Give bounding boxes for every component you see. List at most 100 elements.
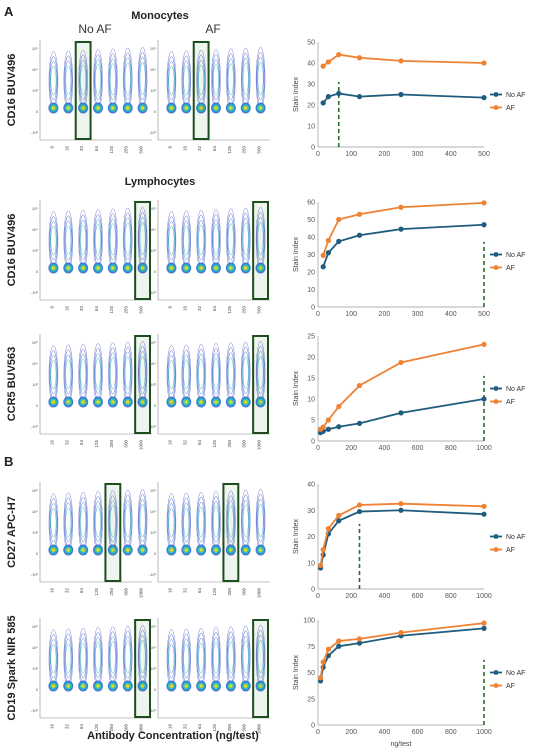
contour-line bbox=[213, 506, 219, 538]
contour-line bbox=[94, 501, 102, 543]
contour-line bbox=[50, 360, 57, 390]
contour-column bbox=[78, 49, 89, 114]
concentration-tick-label: 1000 bbox=[257, 588, 262, 599]
contour-line bbox=[168, 360, 175, 390]
data-point bbox=[481, 341, 487, 347]
chart-y-tick-label: 20 bbox=[307, 103, 315, 110]
contour-line bbox=[227, 641, 234, 674]
contour-line bbox=[213, 642, 219, 674]
population-core bbox=[66, 106, 71, 110]
concentration-tick-label: 125 bbox=[227, 306, 232, 314]
legend-marker bbox=[493, 386, 499, 391]
no-af-title: No AF bbox=[78, 22, 112, 36]
contour-line bbox=[124, 222, 131, 256]
contour-column bbox=[240, 489, 251, 556]
contour-line bbox=[65, 643, 72, 674]
contour-column bbox=[240, 47, 251, 114]
cytometry-panel-af: 10⁵ 10⁴ 10³ 0 -10³ 16 32 64 125 250 500 1000 bbox=[149, 334, 270, 450]
contour-line bbox=[124, 217, 132, 261]
cytometry-y-tick-label: 0 bbox=[36, 269, 39, 274]
chart-y-tick-label: 10 bbox=[307, 124, 315, 131]
contour-column bbox=[181, 50, 192, 114]
population-core bbox=[169, 266, 174, 270]
cytometry-y-tick-label: 0 bbox=[154, 269, 157, 274]
concentration-tick-label: 250 bbox=[242, 146, 247, 154]
cytometry-y-tick-label: -10³ bbox=[149, 130, 157, 135]
concentration-tick-label: 125 bbox=[109, 146, 114, 154]
population-core bbox=[243, 400, 248, 404]
cytometry-panel-af: 10⁵ 10⁴ 10³ 0 -10³ 16 32 64 125 250 500 1000 bbox=[149, 482, 270, 599]
legend-marker bbox=[493, 265, 499, 270]
concentration-tick-label: 500 bbox=[139, 146, 144, 154]
population-core bbox=[111, 106, 115, 110]
chart-y-tick-label: 50 bbox=[307, 217, 315, 224]
concentration-tick-label: 1000 bbox=[139, 724, 144, 735]
contour-column bbox=[122, 489, 133, 556]
population-core bbox=[169, 106, 174, 110]
concentration-tick-label: 8 bbox=[167, 306, 172, 309]
population-core bbox=[229, 684, 233, 688]
contour-line bbox=[94, 637, 102, 679]
chart-y-tick-label: 100 bbox=[303, 618, 315, 625]
population-core bbox=[229, 106, 233, 110]
contour-line bbox=[182, 502, 190, 543]
cytometry-y-tick-label: 10³ bbox=[150, 88, 156, 93]
data-point bbox=[356, 508, 363, 515]
data-point bbox=[398, 226, 404, 232]
concentration-tick-label: 500 bbox=[257, 306, 262, 314]
legend-label: No AF bbox=[506, 386, 525, 393]
cytometry-y-tick-label: 10⁴ bbox=[32, 509, 38, 514]
contour-line bbox=[95, 64, 101, 96]
contour-column bbox=[137, 46, 148, 114]
contour-line bbox=[109, 636, 117, 679]
contour-line bbox=[213, 64, 219, 96]
population-core bbox=[111, 266, 115, 270]
concentration-tick-label: 500 bbox=[139, 306, 144, 314]
contour-line bbox=[227, 223, 234, 256]
chart-y-tick-label: 15 bbox=[307, 376, 315, 383]
concentration-tick-label: 125 bbox=[94, 588, 99, 596]
chart-y-tick-label: 40 bbox=[307, 235, 315, 242]
cytometry-y-tick-label: 0 bbox=[36, 687, 39, 692]
contour-column bbox=[107, 490, 118, 556]
contour-line bbox=[168, 644, 175, 674]
concentration-tick-label: 32 bbox=[182, 588, 187, 594]
contour-line bbox=[227, 357, 234, 390]
population-core bbox=[66, 548, 71, 552]
contour-column bbox=[196, 491, 207, 556]
contour-line bbox=[139, 503, 146, 538]
concentration-tick-label: 64 bbox=[79, 588, 84, 594]
chart-y-tick-label: 50 bbox=[307, 670, 315, 677]
legend-marker bbox=[493, 399, 499, 404]
cytometry-y-tick-label: 0 bbox=[36, 403, 39, 408]
cytometry-panel-no-af: 10⁵ 10⁴ 10³ 0 -10³ 16 32 64 125 250 500 1000 bbox=[31, 618, 152, 735]
chart-y-tick-label: 20 bbox=[307, 534, 315, 541]
population-core bbox=[229, 548, 233, 552]
chart-y-tick-label: 20 bbox=[307, 355, 315, 362]
concentration-tick-label: 500 bbox=[242, 440, 247, 448]
concentration-tick-label: 16 bbox=[167, 588, 172, 594]
population-core bbox=[125, 684, 130, 688]
data-point bbox=[398, 204, 404, 210]
contour-line bbox=[242, 635, 250, 679]
cytometry-panel-no-af: 10⁵ 10⁴ 10³ 0 -10³ 8 16 32 64 125 250 500 bbox=[31, 40, 152, 154]
cytometry-y-tick-label: -10³ bbox=[31, 708, 39, 713]
concentration-tick-label: 500 bbox=[124, 724, 129, 732]
data-point bbox=[356, 640, 363, 646]
chart-x-tick-label: 800 bbox=[445, 729, 457, 736]
chart-x-tick-label: 0 bbox=[316, 311, 320, 318]
contour-line bbox=[95, 224, 101, 256]
data-point bbox=[336, 90, 342, 97]
population-core bbox=[243, 266, 248, 270]
concentration-tick-label: 125 bbox=[212, 588, 217, 596]
concentration-tick-label: 32 bbox=[64, 440, 69, 446]
contour-line bbox=[50, 226, 57, 256]
cytometry-y-tick-label: 10³ bbox=[32, 248, 38, 253]
concentration-tick-label: 16 bbox=[182, 146, 187, 152]
concentration-tick-label: 32 bbox=[64, 588, 69, 594]
contour-line bbox=[227, 636, 235, 679]
data-point bbox=[320, 264, 326, 270]
contour-column bbox=[181, 210, 192, 274]
contour-column bbox=[181, 492, 192, 556]
